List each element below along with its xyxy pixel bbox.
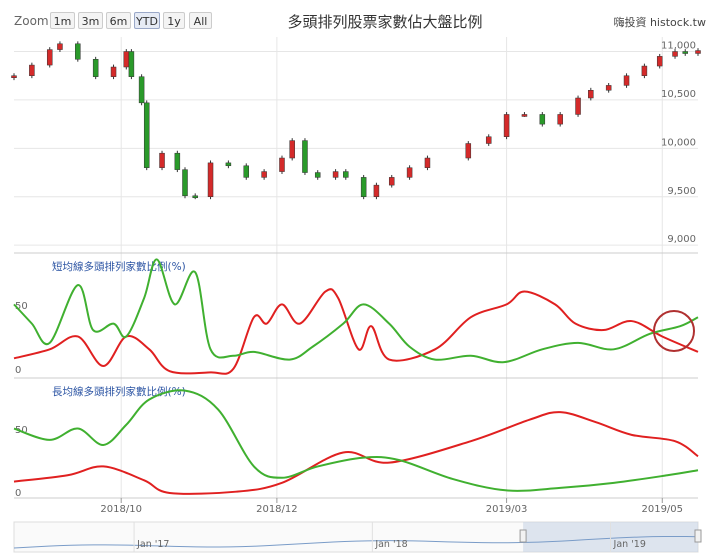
- navigator-label: Jan '18: [374, 539, 407, 550]
- candle: [207, 162, 214, 197]
- candle: [11, 75, 17, 78]
- candle: [343, 171, 349, 178]
- short-ma-series-green-line: [13, 258, 699, 364]
- candle: [373, 184, 380, 198]
- candle: [110, 66, 117, 77]
- price-tick-label: 9,000: [667, 234, 696, 245]
- candle: [192, 195, 198, 199]
- candle: [182, 169, 188, 197]
- candle: [360, 177, 367, 198]
- candle: [143, 102, 150, 168]
- short-ma-tick-label: 50: [15, 301, 28, 312]
- candle: [159, 152, 165, 168]
- zoom-3m-button[interactable]: 3m: [78, 12, 103, 29]
- candle: [302, 140, 308, 173]
- candle: [682, 51, 688, 54]
- price-tick-label: 10,000: [661, 137, 696, 148]
- candle: [289, 140, 295, 159]
- candle: [406, 167, 413, 178]
- candle: [225, 162, 232, 167]
- price-tick-label: 9,500: [667, 186, 696, 197]
- candle: [424, 157, 431, 168]
- zoom-1m-button[interactable]: 1m: [50, 12, 75, 29]
- candle: [75, 43, 81, 60]
- candle: [314, 172, 321, 178]
- long-ma-title: 長均線多頭排列家數比例(%): [52, 385, 186, 398]
- site-credit: 嗨投資 histock.tw: [613, 16, 706, 29]
- candle: [388, 177, 395, 186]
- short-ma-title: 短均線多頭排列家數比例(%): [52, 260, 186, 273]
- candle: [92, 59, 99, 77]
- x-tick-label: 2019/03: [486, 504, 528, 515]
- navigator-handle-left[interactable]: [519, 529, 527, 543]
- candle: [465, 143, 472, 159]
- short-ma-series-red-line: [13, 288, 699, 375]
- candle: [123, 51, 130, 68]
- candle: [261, 171, 267, 178]
- candle: [46, 49, 53, 66]
- x-tick-label: 2018/10: [100, 504, 142, 515]
- zoom-1y-button[interactable]: 1y: [163, 12, 185, 29]
- candle: [641, 65, 648, 76]
- candle: [672, 51, 678, 57]
- candle: [174, 152, 181, 170]
- zoom-ytd-button[interactable]: YTD: [134, 12, 160, 29]
- candle: [656, 56, 663, 67]
- navigator-handle-right[interactable]: [694, 529, 702, 543]
- candle: [521, 114, 528, 117]
- navigator-label: Jan '19: [613, 539, 646, 550]
- zoom-all-button[interactable]: All: [189, 12, 212, 29]
- short-ma-tick-label: 0: [15, 365, 21, 376]
- candle: [557, 114, 563, 125]
- long-ma-series-green-line: [13, 389, 699, 492]
- range-selector: Zoom 1m 3m 6m YTD 1y All 多頭排列股票家數佔大盤比例 嗨…: [0, 0, 720, 34]
- navigator-series-line: [13, 535, 699, 549]
- candle: [57, 43, 63, 50]
- candle: [279, 157, 285, 172]
- highlight-circle: [653, 310, 695, 352]
- candle: [243, 165, 250, 178]
- candle: [588, 90, 594, 99]
- candle: [503, 114, 510, 137]
- x-tick-label: 2018/12: [256, 504, 298, 515]
- candle: [623, 75, 630, 86]
- zoom-label: Zoom: [14, 14, 49, 28]
- x-tick-label: 2019/05: [641, 504, 683, 515]
- navigator-label: Jan '17: [136, 539, 169, 550]
- candle: [332, 171, 339, 178]
- chart-title: 多頭排列股票家數佔大盤比例: [287, 13, 483, 31]
- long-ma-series-red-line: [13, 411, 699, 495]
- candle: [138, 76, 145, 104]
- candle: [485, 136, 492, 144]
- candle: [695, 50, 701, 54]
- price-tick-label: 11,000: [661, 41, 696, 52]
- candle: [29, 64, 35, 76]
- candle: [605, 85, 612, 91]
- candle: [128, 51, 135, 77]
- zoom-6m-button[interactable]: 6m: [106, 12, 131, 29]
- long-ma-tick-label: 0: [15, 488, 21, 499]
- candle: [575, 97, 581, 115]
- candle: [539, 114, 546, 125]
- price-tick-label: 10,500: [661, 89, 696, 100]
